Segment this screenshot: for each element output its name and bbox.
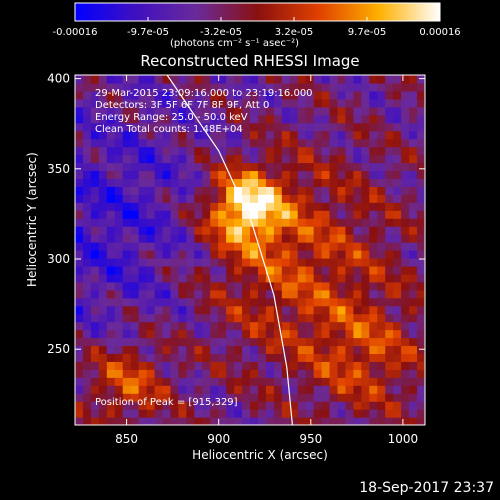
solar-limb-line [166,75,293,425]
colorbar [74,2,441,22]
x-tick-label: 900 [207,432,230,446]
x-axis-label: Heliocentric X (arcsec) [192,448,328,462]
y-axis-label: Heliocentric Y (arcsec) [25,152,39,287]
annotation-clean-counts: Clean Total counts: 1.48E+04 [95,124,243,135]
chart-title: Reconstructed RHESSI Image [140,52,360,70]
annotation-detectors: Detectors: 3F 5F 6F 7F 8F 9F, Att 0 [95,100,270,111]
annotation-energy-range: Energy Range: 25.0 - 50.0 keV [95,112,248,123]
y-tick-label: 400 [47,72,70,86]
y-tick-label: 250 [47,342,70,356]
colorbar-tick-label: -0.00016 [53,27,98,38]
y-tick-label: 300 [47,252,70,266]
colorbar-units: (photons cm⁻² s⁻¹ asec⁻²) [170,38,300,49]
x-tick-label: 850 [115,432,138,446]
plot-frame [74,74,426,426]
annotation-peak-position: Position of Peak = [915,329] [95,397,238,408]
heatmap-image [75,75,425,425]
colorbar-tick-label: 0.00016 [419,27,460,38]
x-tick-label: 950 [299,432,322,446]
colorbar-tick-label: -9.7e-05 [127,27,169,38]
footer-date: 18-Sep-2017 23:37 [359,480,494,496]
annotation-time-range: 29-Mar-2015 23:09:16.000 to 23:19:16.000 [95,88,313,99]
colorbar-tick-label: 9.7e-05 [348,27,386,38]
colorbar-tick-label: 3.2e-05 [275,27,313,38]
colorbar-tick-label: -3.2e-05 [200,27,242,38]
x-tick-label: 1000 [388,432,419,446]
y-tick-label: 350 [47,162,70,176]
